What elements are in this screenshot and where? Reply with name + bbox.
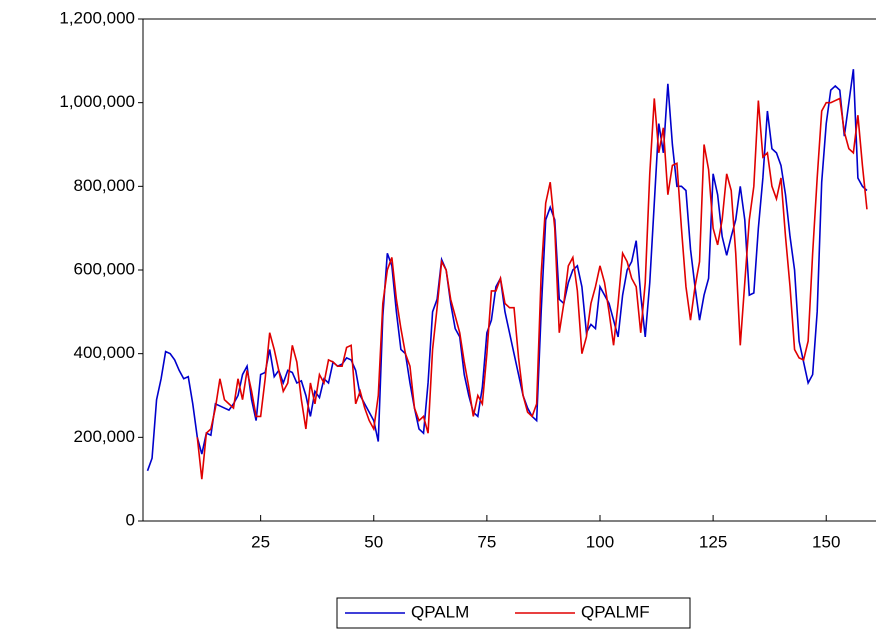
x-tick-label: 150 [812, 532, 840, 551]
x-tick-label: 125 [699, 532, 727, 551]
x-tick-label: 25 [251, 532, 270, 551]
y-tick-label: 1,200,000 [59, 8, 135, 27]
y-tick-label: 400,000 [74, 343, 135, 362]
chart: 0 200,000 400,000 600,000 800,000 1,000,000 1,… [0, 0, 876, 630]
y-tick-label: 1,000,000 [59, 92, 135, 111]
x-tick-label: 50 [364, 532, 383, 551]
y-tick-label: 0 [126, 510, 135, 529]
y-tick-label: 200,000 [74, 427, 135, 446]
y-tick-label: 800,000 [74, 176, 135, 195]
x-tick-label: 75 [477, 532, 496, 551]
legend-label: QPALM [411, 602, 469, 621]
page: {"chart_data": {"type": "line", "x": [0,… [0, 0, 876, 635]
series-line [197, 98, 867, 479]
legend-label: QPALMF [581, 602, 650, 621]
y-tick-label: 600,000 [74, 259, 135, 278]
x-tick-label: 100 [586, 532, 614, 551]
